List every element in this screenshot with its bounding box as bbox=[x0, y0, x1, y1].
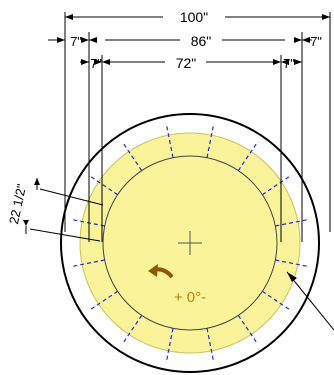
arrow-86-right bbox=[294, 37, 302, 43]
radial-ticks bbox=[70, 123, 310, 363]
arrow-angle-lower bbox=[23, 220, 29, 226]
outer-ring bbox=[60, 113, 320, 373]
radial-tick bbox=[165, 328, 174, 363]
dimension-lines bbox=[25, 16, 334, 331]
arrow-angle-upper bbox=[34, 178, 40, 185]
dim-label-100: 100" bbox=[180, 9, 208, 25]
angle-leader-upper bbox=[39, 188, 104, 206]
arrowheads bbox=[23, 14, 330, 282]
arrow-7-left-outer-a bbox=[57, 37, 65, 43]
radial-tick bbox=[206, 328, 215, 363]
inner-rim-circle bbox=[102, 155, 278, 331]
dim-label-7-right-outer: 7" bbox=[310, 34, 322, 49]
radial-tick bbox=[206, 123, 215, 158]
dim-label-86: 86" bbox=[191, 33, 212, 49]
rotation-label: + 0°- bbox=[174, 289, 206, 306]
radial-tick bbox=[70, 259, 105, 268]
extension-lines bbox=[64, 12, 331, 242]
dim-label-72: 72" bbox=[176, 55, 197, 71]
arrow-7-left-inner-a bbox=[81, 59, 89, 65]
arrow-7-right-inner-a bbox=[281, 59, 289, 65]
angle-leader-lower bbox=[29, 228, 101, 242]
crosshair-icon bbox=[178, 231, 202, 255]
arrow-callout bbox=[287, 272, 297, 282]
arrow-72-right bbox=[273, 59, 281, 65]
arrow-100-right bbox=[322, 14, 330, 20]
curved-arrow-icon bbox=[148, 264, 174, 279]
arrow-72-left bbox=[102, 59, 110, 65]
radial-tick bbox=[70, 218, 105, 227]
arrow-7-right-inner-b bbox=[294, 59, 302, 65]
radial-tick bbox=[275, 259, 310, 268]
arrow-86-left bbox=[89, 37, 97, 43]
radial-tick bbox=[88, 174, 119, 196]
radial-tick bbox=[121, 314, 143, 345]
radial-tick bbox=[261, 290, 292, 312]
dim-label-7-left-inner: 7" bbox=[90, 56, 102, 71]
radial-tick bbox=[237, 314, 259, 345]
arrow-7-right-outer bbox=[302, 37, 310, 43]
arrow-7-left-inner-b bbox=[94, 59, 102, 65]
radial-tick bbox=[261, 174, 292, 196]
radial-tick bbox=[275, 218, 310, 227]
dim-label-7-left-outer: 7" bbox=[70, 34, 82, 49]
radial-tick bbox=[165, 123, 174, 158]
dim-label-angle: 22 1/2" bbox=[6, 182, 29, 225]
callout-leader bbox=[286, 271, 334, 331]
radial-tick bbox=[237, 141, 259, 172]
dim-label-7-right-inner: 7" bbox=[283, 56, 295, 71]
radial-tick bbox=[121, 141, 143, 172]
radial-tick bbox=[88, 290, 119, 312]
arrow-7-left-outer-b bbox=[81, 37, 89, 43]
arrow-100-left bbox=[65, 14, 73, 20]
